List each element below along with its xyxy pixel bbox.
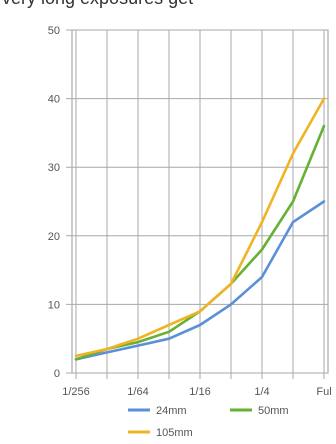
x-tick-label: 1/4 bbox=[254, 386, 269, 398]
series-line-24mm bbox=[74, 200, 326, 361]
cropped-caption: very long exposures get bbox=[2, 0, 193, 9]
x-tick-label: 1/64 bbox=[127, 386, 148, 398]
y-tick-label: 30 bbox=[48, 162, 60, 174]
y-tick-label: 40 bbox=[48, 94, 60, 106]
legend-label-24mm: 24mm bbox=[156, 405, 187, 417]
legend-label-105mm: 105mm bbox=[156, 427, 193, 439]
series-line-105mm bbox=[74, 97, 326, 358]
y-tick-label: 50 bbox=[48, 25, 60, 37]
x-tick-label: 1/16 bbox=[189, 386, 210, 398]
x-tick-label: 1/256 bbox=[62, 386, 90, 398]
y-tick-label: 20 bbox=[48, 231, 60, 243]
y-tick-label: 10 bbox=[48, 299, 60, 311]
y-tick-label: 0 bbox=[54, 368, 60, 380]
x-tick-label: Ful bbox=[316, 386, 331, 398]
legend-label-50mm: 50mm bbox=[258, 405, 289, 417]
